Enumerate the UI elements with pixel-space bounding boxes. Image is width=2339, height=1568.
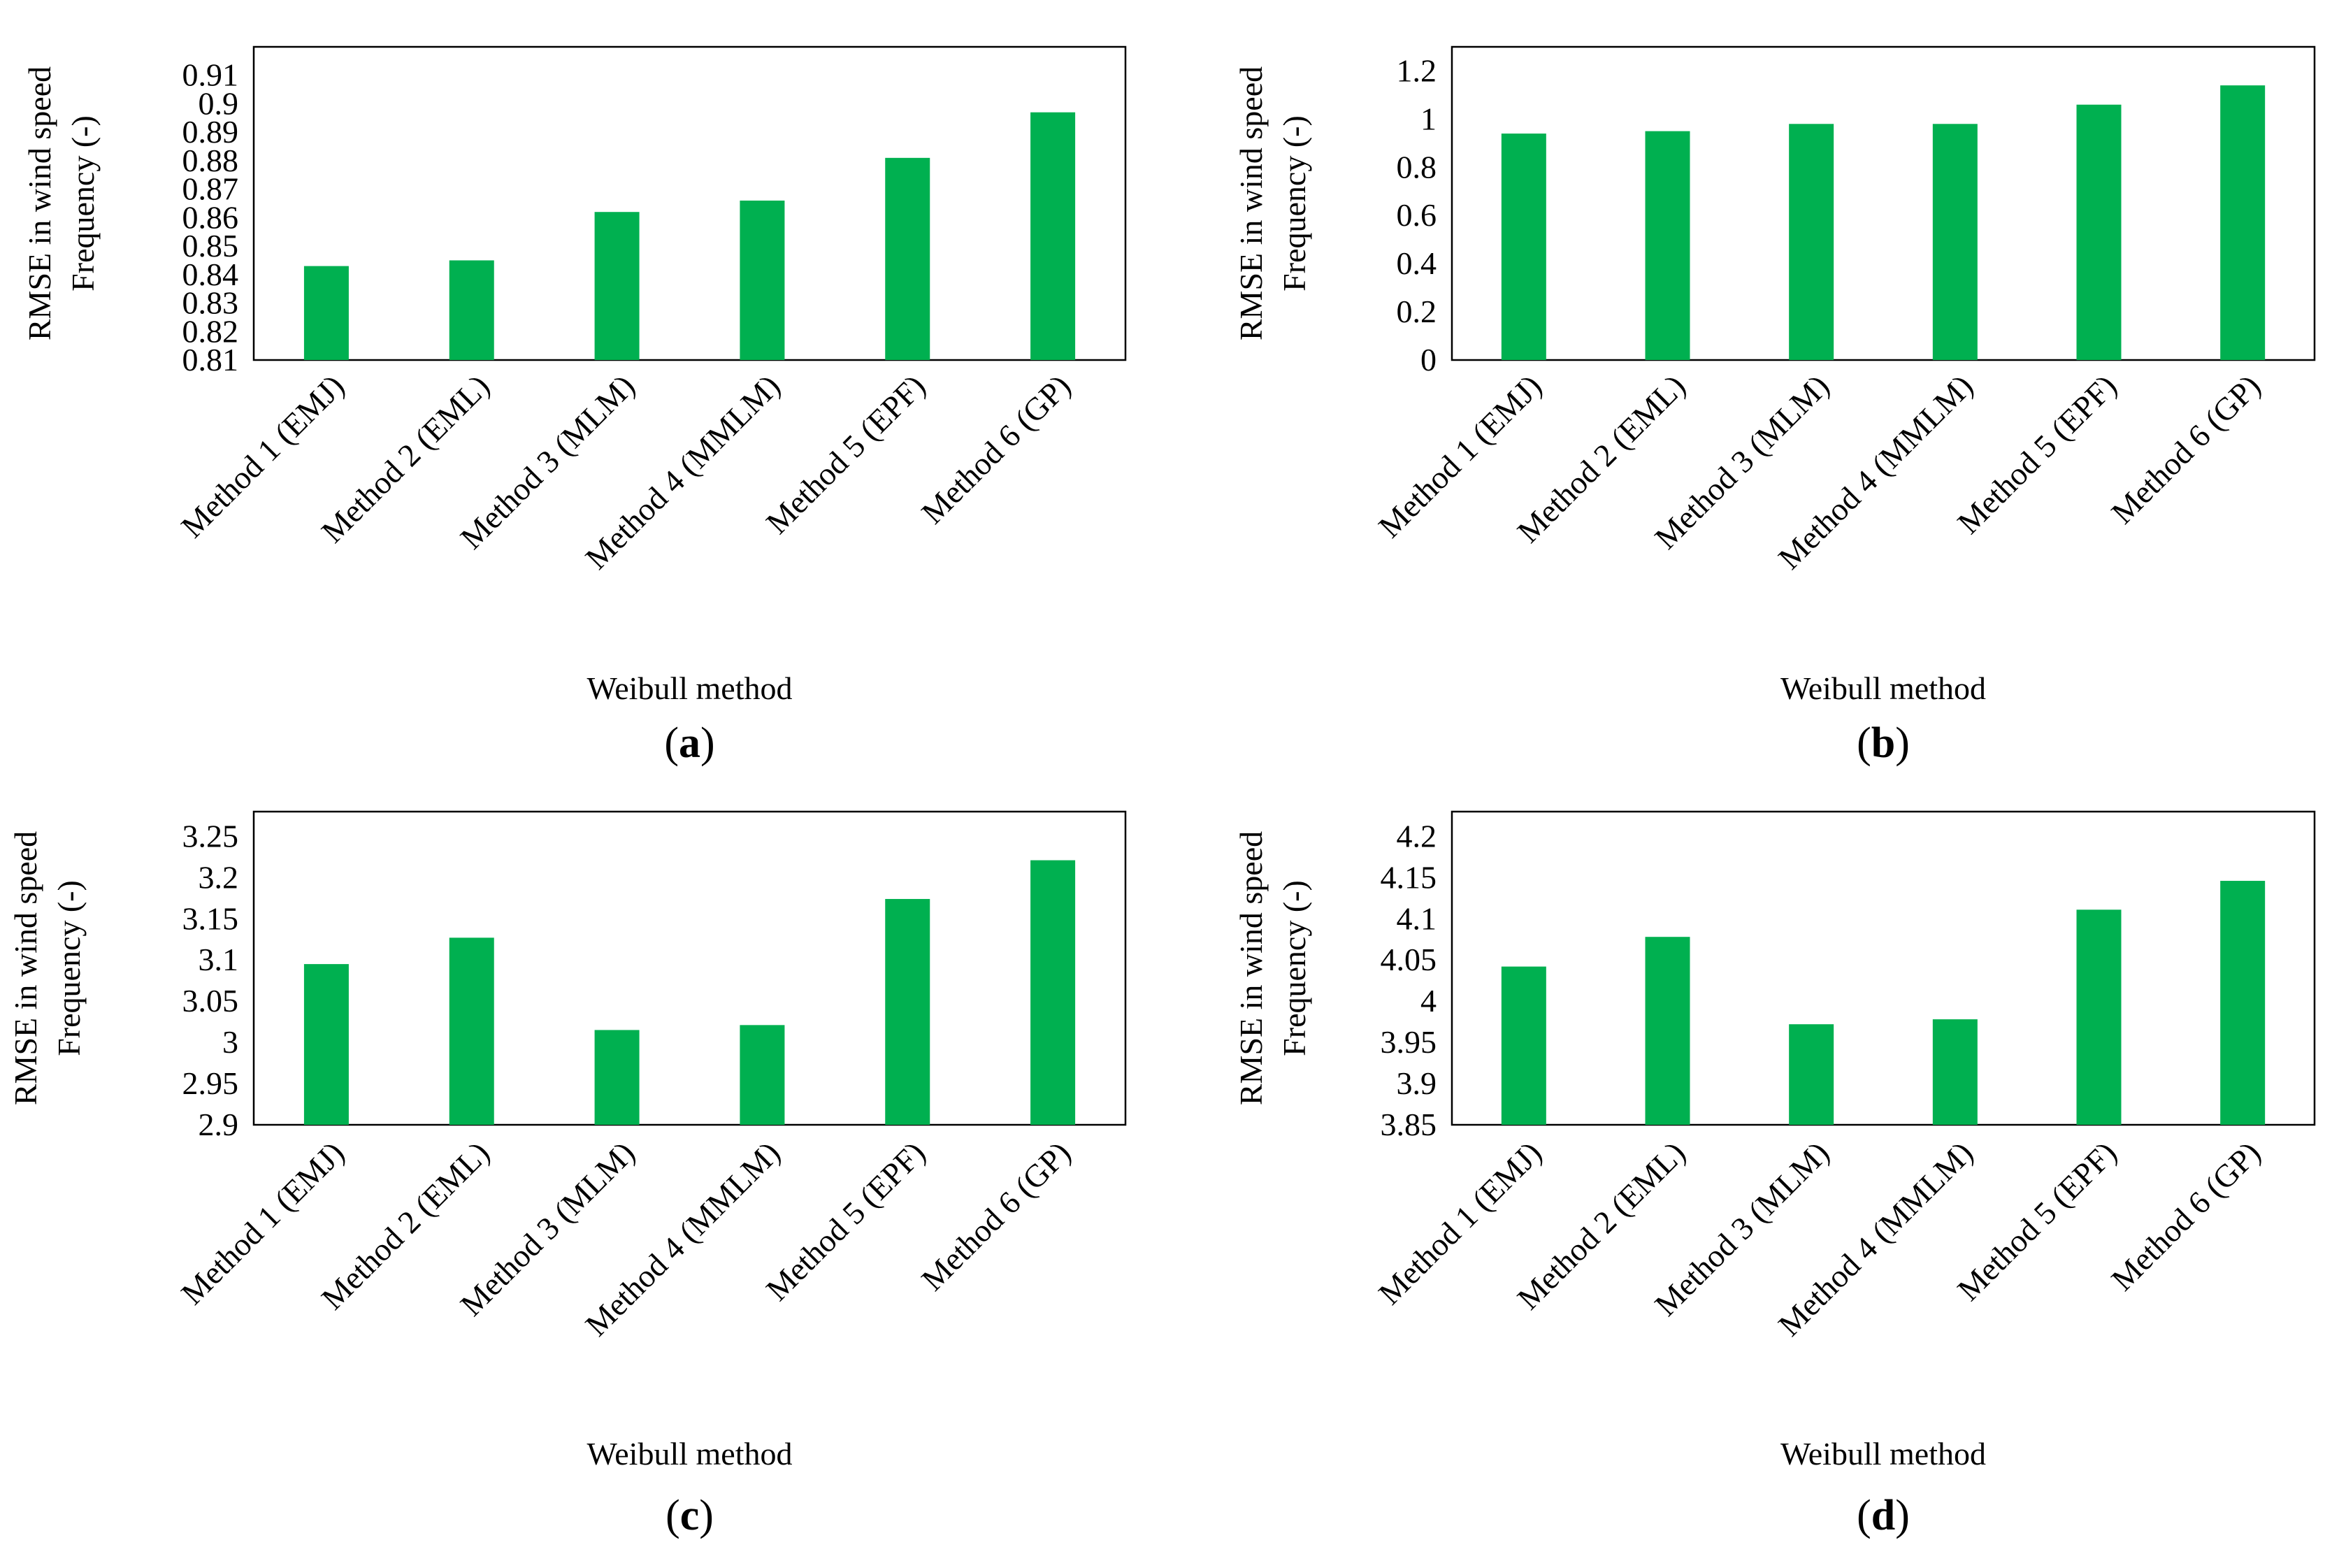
y-tick-label: 4 [1420,983,1437,1019]
x-axis-label: Weibull method [587,1436,793,1472]
y-tick-label: 0 [1420,342,1437,377]
bar [594,1030,640,1125]
x-axis-label: Weibull method [587,670,793,706]
y-tick-label: 3.95 [1381,1024,1437,1060]
y-tick-label: 3.1 [199,942,239,977]
bar [1030,860,1076,1125]
panel-label-close-paren: ) [700,719,715,767]
plot-area [1451,45,2316,361]
bar [1501,134,1546,361]
y-axis-label: RMSE in wind speed [1233,831,1269,1105]
y-tick-label: 1.2 [1397,52,1437,88]
category-label: Method 6 (GP) [2104,1135,2267,1297]
bar [2220,881,2266,1125]
panel-label-letter: d [1871,1492,1895,1539]
bar [1645,937,1690,1125]
bar [1932,1019,1978,1125]
panel-label: (a) [664,719,714,767]
y-tick-label: 0.88 [182,143,239,178]
bar [303,964,349,1125]
panel-label-close-paren: ) [699,1492,714,1539]
y-tick-label: 0.86 [182,199,239,235]
y-tick-label: 0.4 [1397,245,1437,281]
chart-panel-a: 0.810.820.830.840.850.860.870.880.890.90… [22,45,1127,767]
panel-label-open-paren: ( [1857,1492,1871,1539]
y-tick-label: 0.89 [182,114,239,150]
panel-label-open-paren: ( [664,719,679,767]
bar [740,200,785,360]
panel-label-letter: b [1871,719,1895,767]
bar [740,1025,785,1125]
x-axis-label: Weibull method [1780,670,1986,706]
bar [449,260,494,360]
category-label: Method 6 (GP) [914,1135,1077,1297]
y-tick-label: 3.2 [199,859,239,895]
panel-label-open-paren: ( [665,1492,680,1539]
bar [1789,124,1834,360]
bar [1501,966,1546,1125]
y-tick-label: 3.25 [182,818,239,854]
y-tick-label: 0.82 [182,313,239,349]
y-tick-label: 0.81 [182,342,239,377]
y-tick-label: 4.05 [1381,942,1437,977]
bar [2076,909,2122,1125]
y-tick-label: 0.91 [182,57,239,93]
bar [1789,1024,1834,1125]
y-tick-label: 2.95 [182,1065,239,1101]
y-axis-label: Frequency (-) [51,880,87,1056]
panel-label: (d) [1857,1492,1910,1539]
panel-label-close-paren: ) [1895,719,1910,767]
y-axis-label: Frequency (-) [65,115,101,292]
y-tick-label: 0.83 [182,285,239,321]
y-tick-label: 0.87 [182,171,239,207]
plot-area [252,810,1127,1126]
y-tick-label: 3.85 [1381,1107,1437,1142]
y-axis-label: Frequency (-) [1276,115,1312,292]
bar [1645,131,1690,360]
bar [1932,124,1978,360]
y-tick-label: 1 [1420,101,1437,136]
y-tick-label: 4.2 [1397,818,1437,854]
panel-label: (c) [665,1492,714,1539]
y-tick-label: 0.85 [182,228,239,264]
panel-label-letter: c [680,1492,700,1539]
y-tick-label: 4.15 [1381,859,1437,895]
y-tick-label: 0.2 [1397,294,1437,329]
bar [449,937,494,1125]
y-axis-label: RMSE in wind speed [1233,66,1269,340]
category-label: Method 6 (GP) [2104,368,2267,531]
y-axis-label: Frequency (-) [1276,880,1312,1056]
x-axis-label: Weibull method [1780,1436,1986,1472]
y-tick-label: 3.9 [1397,1065,1437,1101]
panel-label-close-paren: ) [1895,1492,1910,1539]
panel-label-open-paren: ( [1857,719,1871,767]
bar [303,266,349,360]
y-tick-label: 0.6 [1397,197,1437,233]
bar [2076,104,2122,360]
bar [885,157,930,360]
y-tick-label: 0.84 [182,257,239,292]
panel-label-letter: a [679,719,700,767]
plot-area [252,45,1127,361]
bar [594,212,640,360]
y-tick-label: 4.1 [1397,900,1437,936]
y-axis-label: RMSE in wind speed [8,831,43,1105]
bar [2220,85,2266,360]
category-label: Method 6 (GP) [914,368,1077,531]
plot-area [1451,810,2316,1126]
y-axis-label: RMSE in wind speed [22,66,57,340]
panel-label: (b) [1857,719,1910,767]
y-tick-label: 3 [222,1024,238,1060]
bar [1030,112,1076,360]
y-tick-label: 3.05 [182,983,239,1019]
y-tick-label: 3.15 [182,900,239,936]
y-tick-label: 2.9 [199,1107,239,1142]
y-tick-label: 0.8 [1397,149,1437,185]
bar [885,898,930,1125]
y-tick-label: 0.9 [199,85,239,121]
